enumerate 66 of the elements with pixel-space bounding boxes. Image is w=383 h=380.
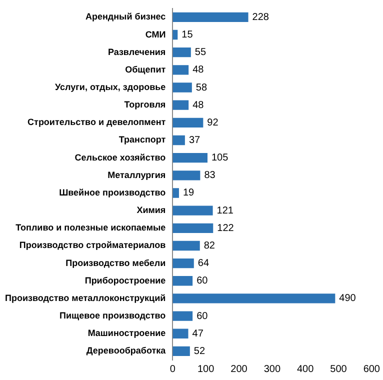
data-label: 490 bbox=[339, 293, 356, 304]
y-tick-label: Строительство и девелопмент bbox=[28, 117, 166, 128]
bar bbox=[172, 48, 191, 58]
y-tick-label: Общепит bbox=[125, 64, 166, 74]
data-label: 19 bbox=[182, 188, 195, 199]
data-label: 58 bbox=[196, 82, 208, 94]
y-tick-label: Приборостроение bbox=[84, 275, 166, 286]
x-tick-label: 500 bbox=[330, 364, 348, 375]
bar bbox=[172, 276, 193, 286]
y-tick-label: Металлургия bbox=[108, 170, 166, 180]
data-label: 105 bbox=[211, 152, 229, 164]
data-label: 15 bbox=[182, 30, 194, 41]
data-label: 83 bbox=[204, 170, 216, 182]
bar bbox=[172, 12, 248, 22]
y-tick-label: Пищевое производство bbox=[60, 310, 166, 321]
y-tick-label: СМИ bbox=[145, 29, 166, 40]
data-label: 228 bbox=[252, 12, 270, 23]
y-tick-label: Швейное производство bbox=[59, 187, 166, 198]
bar bbox=[172, 82, 192, 92]
data-label: 47 bbox=[192, 328, 204, 340]
bar bbox=[172, 100, 189, 110]
x-tick-label: 600 bbox=[363, 364, 380, 375]
data-label: 48 bbox=[192, 64, 204, 76]
x-tick-label: 0 bbox=[170, 364, 176, 375]
bar bbox=[172, 170, 200, 180]
y-tick-label: Топливо и полезные ископаемые bbox=[16, 222, 166, 233]
data-label: 60 bbox=[196, 276, 208, 287]
y-tick-label: Услуги, отдых, здоровье bbox=[55, 82, 166, 92]
bar bbox=[172, 328, 188, 338]
y-tick-label: Машиностроение bbox=[88, 328, 166, 338]
y-tick-label: Арендный бизнес bbox=[85, 12, 166, 22]
data-label: 122 bbox=[217, 222, 234, 234]
x-tick-label: 300 bbox=[264, 364, 281, 375]
bar bbox=[172, 240, 200, 251]
data-label: 55 bbox=[194, 47, 206, 58]
bar bbox=[172, 223, 214, 233]
data-label: 60 bbox=[196, 310, 208, 322]
bar bbox=[172, 206, 213, 216]
bar bbox=[172, 311, 193, 321]
data-label: 52 bbox=[194, 346, 206, 357]
bar bbox=[172, 152, 208, 163]
data-label: 37 bbox=[188, 135, 201, 146]
bar bbox=[172, 135, 185, 146]
data-label: 82 bbox=[204, 240, 216, 252]
y-tick-label: Развлечения bbox=[108, 46, 166, 57]
y-tick-label: Торговля bbox=[124, 100, 166, 110]
y-tick-label: Транспорт bbox=[118, 134, 166, 145]
y-tick-label: Производство мебели bbox=[66, 258, 166, 268]
data-label: 121 bbox=[216, 205, 234, 216]
bar bbox=[172, 294, 336, 304]
bar bbox=[172, 118, 204, 128]
bar bbox=[172, 188, 179, 198]
data-label: 48 bbox=[192, 100, 204, 111]
y-tick-label: Производство стройматериалов bbox=[19, 240, 166, 250]
y-tick-label: Деревообработка bbox=[86, 346, 167, 356]
x-tick-label: 200 bbox=[230, 364, 248, 375]
x-tick-label: 100 bbox=[197, 364, 215, 375]
bar bbox=[172, 258, 194, 268]
data-label: 64 bbox=[198, 258, 210, 270]
y-tick-label: Сельское хозяйство bbox=[74, 152, 166, 162]
bar bbox=[172, 346, 190, 356]
x-tick-label: 400 bbox=[296, 364, 314, 375]
y-tick-label: Производство металлоконструкций bbox=[4, 292, 166, 303]
data-label: 92 bbox=[207, 117, 219, 128]
y-tick-label: Химия bbox=[136, 205, 166, 216]
bar bbox=[172, 65, 189, 75]
